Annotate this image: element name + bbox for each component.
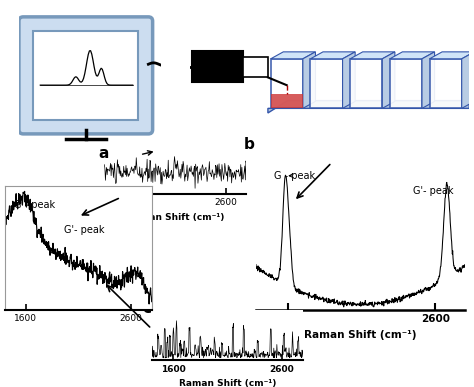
- Bar: [390, 59, 422, 108]
- Bar: [350, 59, 383, 108]
- Text: a: a: [99, 146, 109, 161]
- Text: G'- peak: G'- peak: [64, 225, 104, 235]
- Bar: [429, 59, 462, 108]
- Bar: [33, 31, 138, 120]
- Bar: [271, 94, 303, 108]
- Polygon shape: [350, 52, 395, 59]
- X-axis label: Raman Shift (cm⁻¹): Raman Shift (cm⁻¹): [179, 379, 276, 387]
- Text: b: b: [244, 137, 255, 152]
- Polygon shape: [310, 52, 355, 59]
- Polygon shape: [271, 52, 316, 59]
- Polygon shape: [462, 52, 474, 108]
- Polygon shape: [268, 101, 469, 113]
- Polygon shape: [429, 52, 474, 59]
- Bar: [271, 59, 303, 108]
- Polygon shape: [343, 52, 355, 108]
- Text: G'- peak: G'- peak: [413, 186, 454, 196]
- Polygon shape: [303, 52, 316, 108]
- Text: G - peak: G - peak: [273, 171, 315, 180]
- FancyBboxPatch shape: [19, 17, 153, 134]
- Text: G - peak: G - peak: [14, 200, 55, 210]
- X-axis label: Raman Shift (cm⁻¹): Raman Shift (cm⁻¹): [127, 213, 224, 222]
- Bar: [192, 51, 243, 82]
- Text: c: c: [143, 301, 152, 315]
- Bar: [243, 57, 268, 77]
- Polygon shape: [422, 52, 435, 108]
- X-axis label: Raman Shift (cm⁻¹): Raman Shift (cm⁻¹): [304, 330, 417, 340]
- Bar: [310, 59, 343, 108]
- Polygon shape: [383, 52, 395, 108]
- Polygon shape: [390, 52, 435, 59]
